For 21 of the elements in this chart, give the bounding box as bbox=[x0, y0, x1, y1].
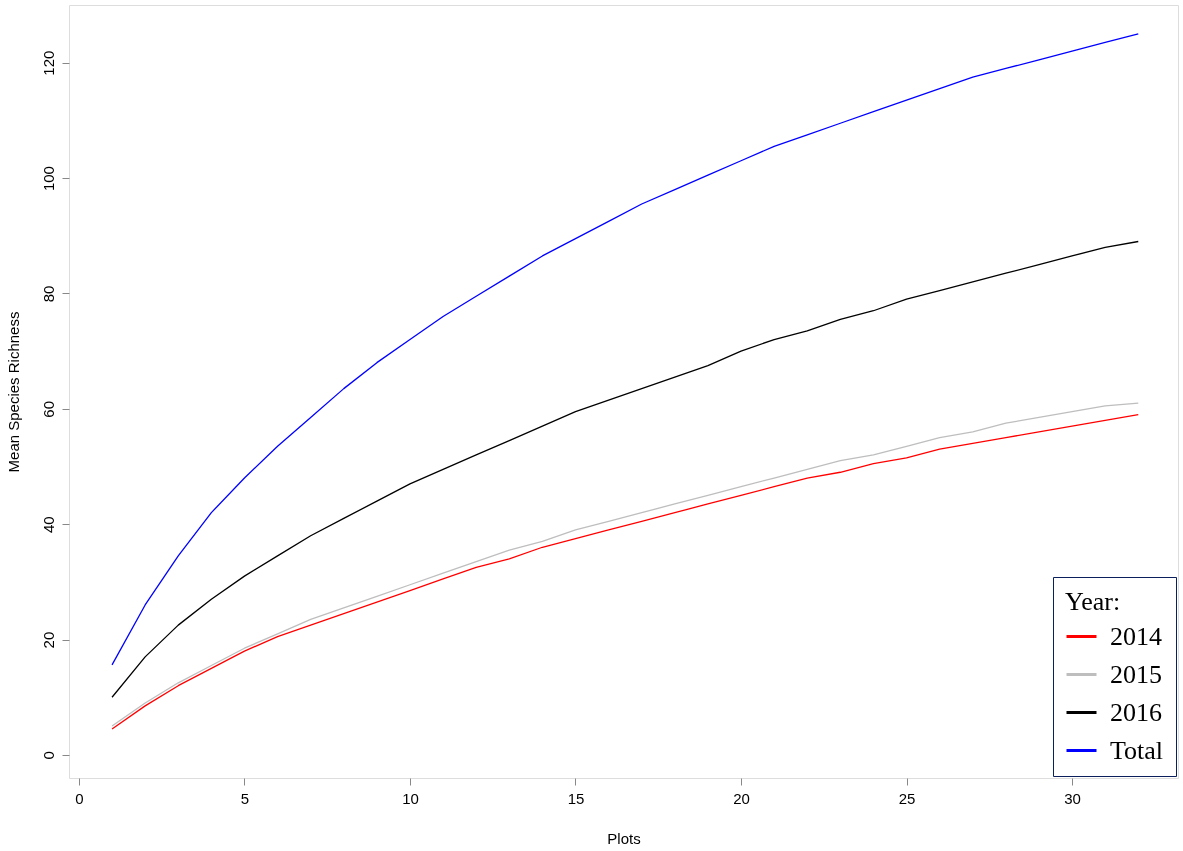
x-tick-label: 0 bbox=[75, 789, 84, 807]
y-axis-title: Mean Species Richness bbox=[4, 311, 22, 473]
legend-label: 2014 bbox=[1110, 621, 1162, 651]
x-tick-label: 10 bbox=[402, 789, 419, 807]
legend-label: 2016 bbox=[1110, 697, 1162, 727]
x-axis-title: Plots bbox=[607, 829, 641, 847]
x-tick-label: 20 bbox=[733, 789, 750, 807]
x-tick-label: 30 bbox=[1064, 789, 1081, 807]
legend-label: Total bbox=[1110, 735, 1164, 765]
x-tick-label: 25 bbox=[898, 789, 916, 807]
y-tick-label: 120 bbox=[39, 50, 57, 76]
legend-label: 2015 bbox=[1110, 659, 1162, 689]
y-tick-label: 20 bbox=[39, 631, 57, 649]
y-tick-label: 60 bbox=[39, 400, 57, 418]
y-tick-label: 0 bbox=[39, 751, 57, 760]
x-tick-label: 5 bbox=[240, 789, 250, 807]
legend-title: Year: bbox=[1065, 587, 1121, 616]
y-tick-label: 80 bbox=[39, 285, 57, 303]
x-tick-label: 15 bbox=[567, 789, 585, 807]
y-tick-label: 100 bbox=[39, 166, 57, 192]
y-tick-label: 40 bbox=[39, 516, 57, 534]
